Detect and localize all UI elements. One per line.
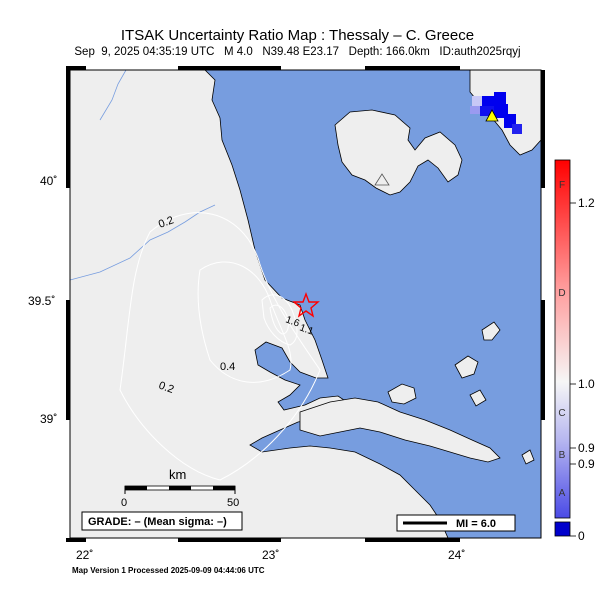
scale-unit: km <box>169 467 186 482</box>
scale-start: 0 <box>121 497 127 509</box>
grade-letter: B <box>558 450 566 461</box>
epicenter-star-icon[interactable] <box>292 292 320 318</box>
mainland <box>70 70 449 538</box>
colorbar-ticks <box>570 202 576 537</box>
ratio-contours <box>119 212 321 481</box>
lon-label: 22˚ <box>76 548 94 562</box>
station-triangle-outline-icon[interactable] <box>374 173 390 186</box>
scale-bar <box>124 485 236 494</box>
contour-label: 0.2 <box>157 380 175 397</box>
colorbar-bottom-swatch <box>554 521 571 537</box>
lat-label: 39.5˚ <box>28 294 56 308</box>
island-small-1 <box>469 389 487 407</box>
grade-letter: A <box>558 488 566 499</box>
river <box>70 204 216 281</box>
island-alonissos <box>481 321 501 341</box>
station-triangle-icon[interactable] <box>485 109 499 122</box>
contour-label: 1.6 <box>284 314 301 329</box>
grade-letter: F <box>558 180 566 191</box>
lon-label: 24˚ <box>448 548 466 562</box>
grade-label: GRADE: – (Mean sigma: –) <box>88 516 227 528</box>
contour-label: 0.2 <box>157 214 175 231</box>
euboea-island <box>299 397 501 463</box>
map-subtitle: Sep 9, 2025 04:35:19 UTC M 4.0 N39.48 E2… <box>74 46 521 58</box>
colorbar-tick-label: 1.0 <box>578 377 595 391</box>
grade-box <box>81 511 243 531</box>
colorbar-tick-label: 0 <box>578 529 585 543</box>
lon-label: 23˚ <box>262 548 280 562</box>
map-footer: Map Version 1 Processed 2025-09-09 04:44… <box>72 566 265 575</box>
map-title: ITSAK Uncertainty Ratio Map : Thessaly –… <box>120 27 475 44</box>
scale-end: 50 <box>227 497 239 509</box>
colorbar-tick-label: 0.9 <box>578 441 595 455</box>
lat-label: 39˚ <box>40 412 58 426</box>
contour-label: 1.1 <box>298 322 315 337</box>
chalkidiki-peninsula <box>334 109 463 196</box>
grade-letter: D <box>558 288 566 299</box>
river-north <box>99 70 127 121</box>
mi-label: MI = 6.0 <box>456 518 496 530</box>
grade-letter: C <box>558 408 566 419</box>
island-small-2 <box>521 449 535 465</box>
mi-box <box>396 514 516 532</box>
high-ratio-cells <box>470 92 522 134</box>
contour-label: 0.4 <box>220 361 235 373</box>
island-skopelos <box>454 355 479 379</box>
colorbar-tick-label: 1.2 <box>578 196 595 210</box>
colorbar-tick-label: 0.9 <box>578 457 595 471</box>
island-skiathos <box>387 383 417 405</box>
frame-ticks <box>66 66 545 542</box>
lat-label: 40˚ <box>40 174 58 188</box>
colorbar <box>554 159 571 519</box>
